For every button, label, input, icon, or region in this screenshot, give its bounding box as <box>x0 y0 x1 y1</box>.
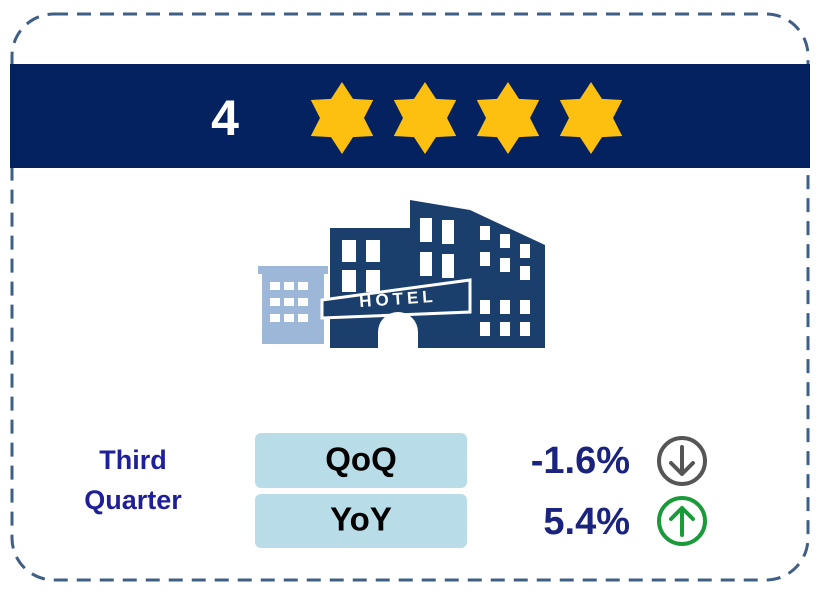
hotel-icon: HOTEL <box>258 200 545 348</box>
metric-box <box>255 494 467 548</box>
down-arrow-icon <box>657 436 707 486</box>
stars <box>310 82 623 154</box>
metric-label: YoY <box>330 501 392 538</box>
door <box>378 312 418 348</box>
side-roof <box>258 266 328 274</box>
period-box: Third Quarter <box>84 445 182 515</box>
tower-windows <box>342 218 530 336</box>
hotel-sign <box>320 278 472 320</box>
metric-box <box>255 433 467 488</box>
star <box>559 82 623 154</box>
metric-value: 5.4% <box>543 501 630 543</box>
metric-value: -1.6% <box>531 440 630 482</box>
center-tower <box>410 200 470 348</box>
star <box>476 82 540 154</box>
rating: 4 <box>211 90 239 146</box>
side-windows <box>270 282 308 322</box>
star <box>393 82 457 154</box>
star <box>310 82 374 154</box>
up-arrow-icon <box>657 496 707 546</box>
period: Third Quarter <box>84 445 182 515</box>
metric-label: QoQ <box>325 441 397 478</box>
